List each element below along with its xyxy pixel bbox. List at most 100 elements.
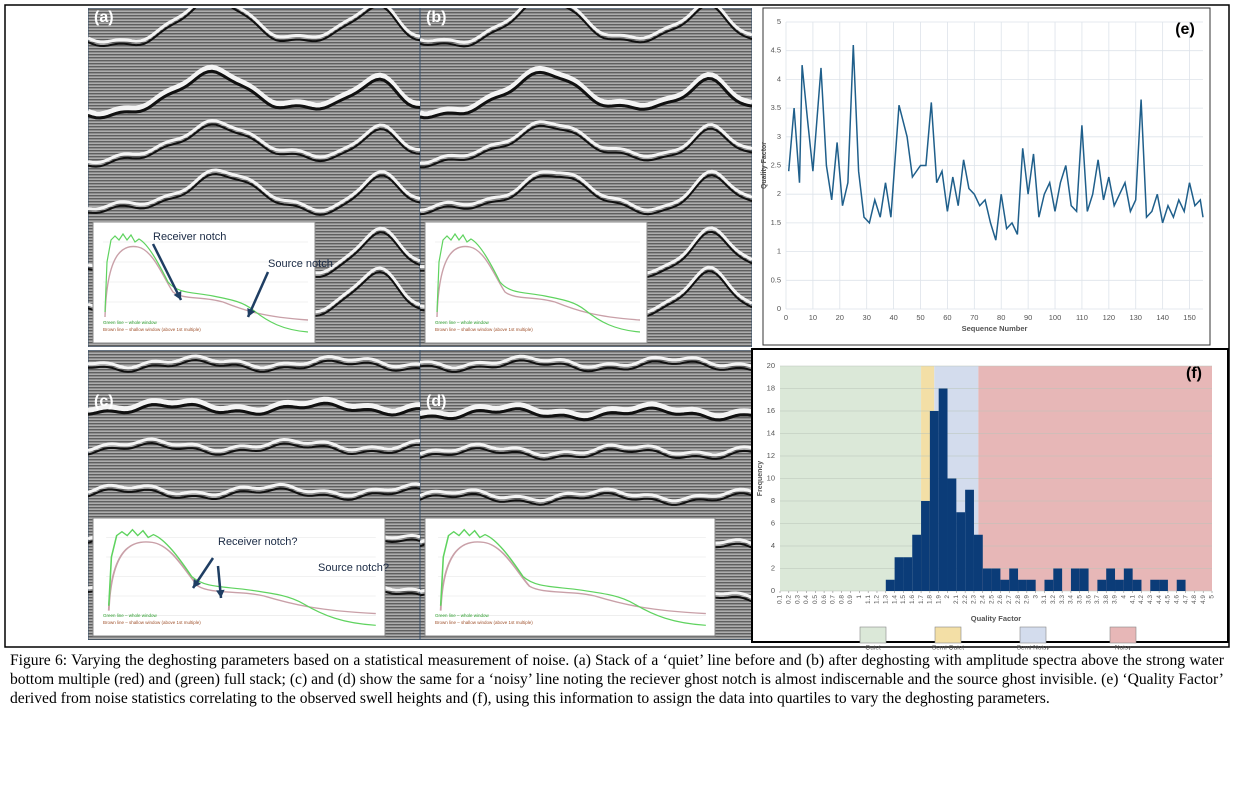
horizon-dark	[420, 447, 752, 461]
inset-curves	[103, 232, 309, 333]
x-tick-label: 3.5	[1076, 595, 1083, 604]
x-tick-label: 1	[856, 595, 863, 599]
x-tick-label: 150	[1183, 313, 1196, 322]
horizon-dark	[420, 406, 752, 422]
chart-frame	[762, 7, 1211, 346]
bar	[1106, 568, 1116, 591]
bar	[1026, 579, 1036, 591]
horizon-light	[420, 442, 752, 458]
horizon-light	[420, 487, 752, 503]
x-tick-label: 1.9	[935, 595, 942, 604]
y-tick-label: 14	[767, 428, 775, 437]
x-tick-label: 2.2	[962, 595, 969, 604]
x-tick-label: 20	[836, 313, 844, 322]
horizon-light	[88, 437, 420, 453]
horizon-dark	[420, 359, 752, 373]
x-tick-label: 10	[809, 313, 817, 322]
inset-legend: Green line – whole window	[103, 320, 158, 325]
x-tick-label: 4.4	[1156, 595, 1163, 604]
x-tick-label: 0.7	[830, 595, 837, 604]
x-tick-label: 4.6	[1173, 595, 1180, 604]
horizon-dark	[420, 492, 752, 506]
x-tick-label: 2.8	[1015, 595, 1022, 604]
bar	[1176, 579, 1186, 591]
annotation: Source notch?	[318, 562, 389, 574]
horizon-dark	[88, 441, 420, 456]
horizon-dark	[88, 486, 420, 501]
inset-curves	[106, 528, 376, 626]
spectrum-brown	[436, 245, 641, 321]
panel-label: (f)	[1186, 365, 1202, 382]
caption: Figure 6: Varying the deghosting paramet…	[10, 652, 1224, 707]
x-tick-label: 1.7	[918, 595, 925, 604]
panel-label: (c)	[94, 393, 114, 410]
x-tick-label: 0.9	[847, 595, 854, 604]
horizon-light	[88, 396, 420, 414]
x-tick-label: 3.3	[1059, 595, 1066, 604]
x-tick-label: 1.2	[874, 595, 881, 604]
bar	[1150, 579, 1160, 591]
bar	[1123, 568, 1133, 591]
horizon-light	[88, 168, 420, 213]
x-tick-label: 4.1	[1129, 595, 1136, 604]
horizon-dark	[420, 8, 752, 48]
arrow-head	[193, 579, 201, 588]
legend-label: Semi Quiet	[932, 645, 964, 650]
y-tick-label: 16	[767, 406, 775, 415]
x-tick-label: 30	[863, 313, 871, 322]
spectrum-green	[107, 528, 376, 626]
inset-curves	[435, 232, 641, 333]
x-tick-label: 140	[1156, 313, 1169, 322]
bar	[1009, 568, 1019, 591]
x-axis-title: Quality Factor	[971, 614, 1022, 623]
x-tick-label: 3.1	[1041, 595, 1048, 604]
inset-legend: Green line – whole window	[435, 613, 490, 618]
bar	[982, 568, 992, 591]
y-tick-label: 3	[777, 132, 781, 141]
annotation: Receiver notch	[153, 231, 226, 243]
x-tick-label: 40	[889, 313, 897, 322]
x-tick-label: 2.5	[988, 595, 995, 604]
legend-label: Noisy	[1115, 645, 1132, 650]
x-tick-label: 5	[1209, 595, 1216, 599]
horizon-light	[420, 8, 752, 44]
bar	[1070, 568, 1080, 591]
legend-swatch	[1019, 626, 1047, 644]
annotation: Receiver notch?	[218, 536, 298, 548]
bar	[1018, 579, 1027, 591]
legend-swatch	[1109, 626, 1137, 644]
horizon-dark	[88, 401, 420, 417]
y-axis-title: Frequency	[757, 461, 764, 497]
x-tick-label: 60	[943, 313, 951, 322]
x-tick-label: 80	[997, 313, 1005, 322]
panel-label: (a)	[94, 9, 114, 26]
y-tick-label: 3.5	[771, 103, 781, 112]
x-tick-label: 2	[944, 595, 951, 599]
x-tick-label: 50	[916, 313, 924, 322]
x-tick-label: 4.3	[1147, 595, 1154, 604]
bar	[938, 388, 948, 591]
x-tick-label: 3.8	[1103, 595, 1110, 604]
y-tick-label: 0	[777, 304, 781, 313]
x-tick-label: 1.6	[909, 595, 916, 604]
horizon-light	[88, 354, 420, 370]
x-tick-label: 3	[1032, 595, 1039, 599]
figure-border	[4, 4, 1230, 648]
y-tick-label: 8	[771, 496, 775, 505]
spectrum-brown	[439, 541, 706, 615]
horizon-light	[420, 65, 752, 117]
horizon-dark	[88, 8, 420, 48]
horizon-light	[420, 354, 752, 370]
y-tick-label: 5	[777, 17, 781, 26]
bar	[1097, 579, 1107, 591]
y-tick-label: 0.5	[771, 275, 781, 284]
bar	[973, 534, 983, 591]
horizon-dark	[420, 70, 752, 120]
bar	[947, 478, 957, 591]
x-tick-label: 4.2	[1138, 595, 1145, 604]
bar	[885, 579, 895, 591]
y-tick-label: 6	[771, 518, 775, 527]
x-axis-title: Sequence Number	[962, 324, 1028, 333]
x-tick-label: 0.1	[777, 595, 784, 604]
